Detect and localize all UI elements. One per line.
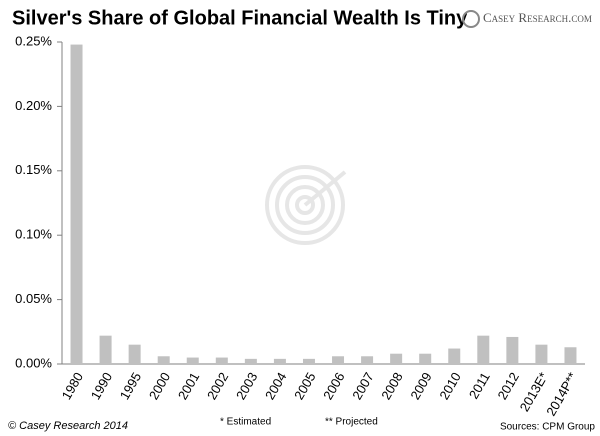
bar (186, 357, 199, 364)
chart-title: Silver's Share of Global Financial Wealt… (12, 7, 468, 29)
x-tick-label: 2010 (436, 370, 463, 403)
bar (564, 347, 577, 364)
annotation: ** Projected (325, 417, 378, 428)
watermark (265, 165, 347, 245)
x-tick-label: 2007 (349, 370, 376, 403)
bar (448, 348, 461, 364)
bar (419, 353, 432, 364)
x-tick-label: 2006 (320, 370, 347, 403)
bar (535, 344, 548, 364)
bar (332, 356, 345, 364)
y-tick-label: 0.00% (15, 355, 52, 370)
y-tick-label: 0.10% (15, 227, 52, 242)
x-tick-label: 2008 (378, 370, 405, 403)
x-tick-label: 2011 (466, 370, 493, 402)
bar (506, 336, 519, 364)
x-tick-label: 1990 (88, 370, 115, 403)
bar (477, 335, 490, 364)
bar (244, 358, 257, 364)
y-tick-label: 0.20% (15, 98, 52, 113)
annotation: * Estimated (220, 417, 271, 428)
logo-icon (462, 10, 480, 28)
y-tick-label: 0.25% (15, 33, 52, 48)
y-tick-label: 0.15% (15, 162, 52, 177)
bar (99, 335, 112, 364)
logo: Casey Research.com (483, 10, 592, 25)
bar (361, 356, 374, 364)
x-tick-label: 2005 (291, 370, 318, 403)
bar (302, 358, 315, 364)
x-tick-label: 2002 (204, 370, 231, 403)
bar (215, 357, 228, 364)
copyright: © Casey Research 2014 (8, 420, 128, 432)
x-tick-label: 2000 (146, 370, 173, 403)
x-tick-label: 2012 (494, 370, 521, 403)
x-tick-label: 2003 (233, 370, 260, 403)
x-tick-label: 2009 (407, 370, 434, 403)
bar (70, 44, 83, 365)
x-tick-label: 2004 (262, 370, 289, 403)
x-tick-label: 1995 (117, 370, 144, 403)
x-tick-label: 1980 (59, 370, 86, 403)
bar (128, 344, 141, 364)
source: Sources: CPM Group (500, 422, 595, 433)
bar (273, 358, 286, 364)
y-tick-label: 0.05% (15, 291, 52, 306)
x-tick-label: 2001 (175, 370, 202, 403)
bar (157, 356, 170, 364)
bar (390, 353, 403, 364)
